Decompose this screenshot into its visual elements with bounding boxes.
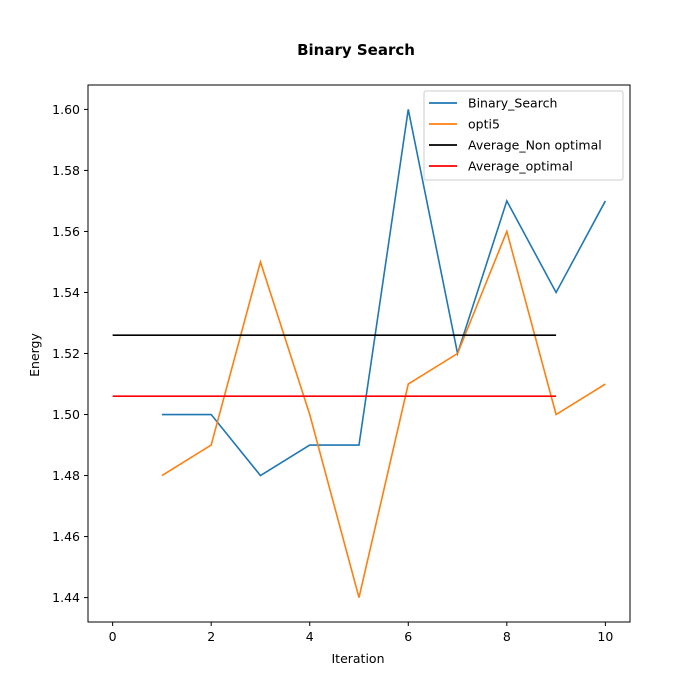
y-tick-label: 1.44	[52, 590, 80, 605]
series-line-0	[161, 109, 607, 477]
chart-title: Binary Search	[297, 41, 415, 59]
x-tick-label: 0	[109, 629, 117, 644]
y-tick-label: 1.60	[52, 102, 80, 117]
x-tick-label: 2	[207, 629, 215, 644]
x-axis-label: Iteration	[331, 651, 384, 666]
legend-label-0: Binary_Search	[468, 96, 557, 111]
x-tick-label: 6	[404, 629, 412, 644]
y-tick-label: 1.58	[52, 163, 80, 178]
y-tick-label: 1.46	[52, 529, 80, 544]
y-tick-label: 1.52	[52, 346, 80, 361]
legend: Binary_Search opti5 Average_Non optimal Ave…	[423, 90, 624, 181]
y-tick-label: 1.56	[52, 224, 80, 239]
y-tick-label: 1.50	[52, 407, 80, 422]
legend-box	[423, 90, 624, 181]
series-line-1	[161, 228, 606, 598]
y-tick-label: 1.48	[52, 468, 80, 483]
x-tick-label: 8	[503, 629, 511, 644]
plot-layer	[112, 109, 607, 598]
legend-label-3: Average_optimal	[468, 159, 573, 174]
y-axis-label: Energy	[27, 333, 42, 377]
x-tick-label: 4	[306, 629, 314, 644]
legend-label-2: Average_Non optimal	[468, 138, 602, 153]
x-tick-label: 10	[597, 629, 613, 644]
y-tick-label: 1.54	[52, 285, 80, 300]
axes-layer: 0 2 4 6 8 10 1.44 1.46 1.48 1.50 1.52 1.54 1.56 1.58 1…	[52, 84, 631, 644]
legend-label-1: opti5	[468, 117, 500, 132]
